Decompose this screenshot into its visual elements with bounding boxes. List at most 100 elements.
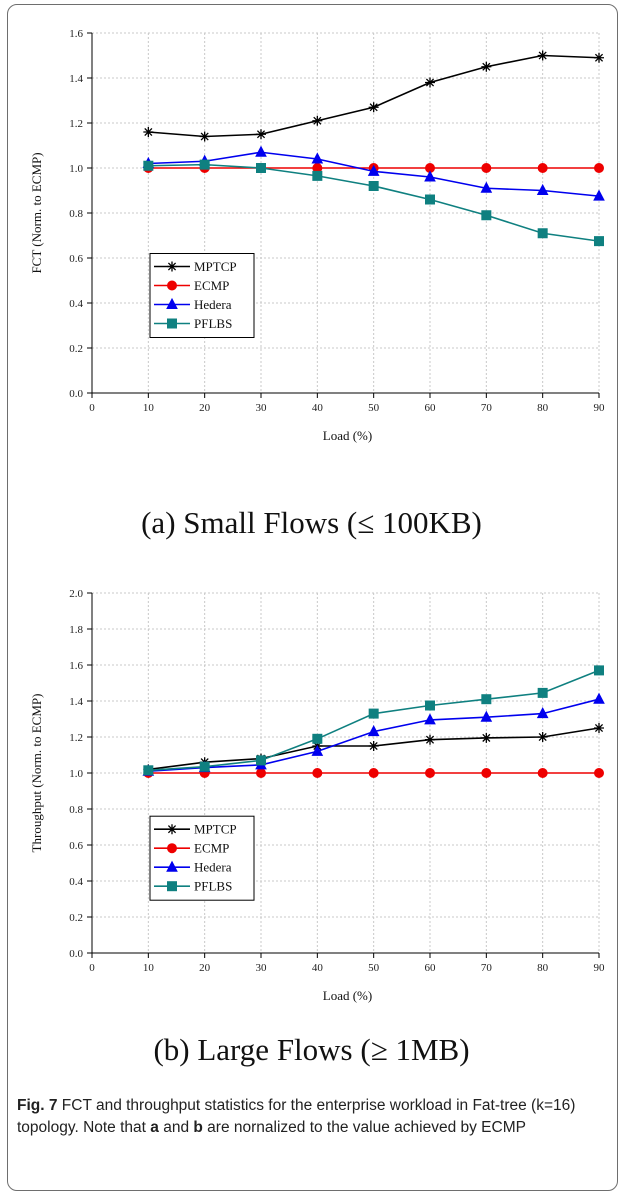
chart-b-x-axis-label: Load (%) xyxy=(323,988,372,1003)
chart-b-point-ecmp xyxy=(312,768,323,778)
chart-b-point-pflbs xyxy=(481,694,492,705)
chart-a-series-mptcp xyxy=(143,50,604,142)
chart-a-legend-marker-pflbs xyxy=(167,318,177,329)
chart-b-point-pflbs xyxy=(368,708,379,719)
chart-b-y-tick-label: 1.4 xyxy=(69,696,83,708)
chart-b-point-pflbs xyxy=(199,761,210,772)
chart-a-x-tick-label: 40 xyxy=(312,402,324,414)
chart-a-x-tick-label: 90 xyxy=(594,402,606,414)
chart-b-y-axis-label: Throughput (Norm. to ECMP) xyxy=(29,694,44,853)
chart-a-point-pflbs xyxy=(312,170,323,181)
chart-a-point-ecmp xyxy=(481,163,492,173)
chart-a-y-tick-label: 0.6 xyxy=(69,253,83,265)
chart-b-y-tick-label: 1.6 xyxy=(69,660,83,672)
chart-b-x-tick-label: 30 xyxy=(256,962,268,974)
chart-b-y-tick-label: 2.0 xyxy=(69,588,83,600)
subcaption-a: (a) Small Flows (≤ 100KB) xyxy=(141,505,482,540)
chart-a-y-axis-label: FCT (Norm. to ECMP) xyxy=(29,152,44,273)
chart-b-x-tick-label: 70 xyxy=(481,962,493,974)
chart-a-line-mptcp xyxy=(148,54,600,138)
chart-b-x-tick-label: 40 xyxy=(312,962,324,974)
chart-a-point-ecmp xyxy=(594,163,604,173)
chart-a-legend-label-pflbs: PFLBS xyxy=(194,316,232,331)
chart-b-y-tick-label: 0.6 xyxy=(69,840,83,852)
chart-b-point-pflbs xyxy=(537,687,548,698)
chart-b-legend-label-mptcp: MPTCP xyxy=(194,822,237,837)
chart-a-point-mptcp xyxy=(199,131,210,142)
chart-b-legend-label-pflbs: PFLBS xyxy=(194,879,232,894)
chart-b-x-tick-label: 90 xyxy=(594,962,606,974)
chart-a-y-tick-label: 0.2 xyxy=(69,343,83,355)
chart-a-legend-marker-ecmp xyxy=(167,280,177,291)
chart-a-y-tick-label: 1.0 xyxy=(69,163,83,175)
chart-b-point-hedera xyxy=(311,744,324,756)
chart-a-point-pflbs xyxy=(256,163,266,173)
chart-a-x-tick-label: 10 xyxy=(143,402,155,414)
chart-a-point-pflbs xyxy=(425,194,435,205)
chart-a-x-tick-label: 60 xyxy=(425,402,437,414)
chart-b-point-ecmp xyxy=(594,768,604,778)
chart-a-point-mptcp xyxy=(256,129,266,140)
chart-b-point-ecmp xyxy=(368,768,379,778)
chart-b-y-tick-label: 1.2 xyxy=(69,732,83,744)
chart-a-point-mptcp xyxy=(594,52,604,63)
caption-text-2: and xyxy=(158,1119,194,1136)
chart-a-point-hedera xyxy=(424,170,436,182)
chart-b-point-mptcp xyxy=(481,732,492,743)
chart-a-point-mptcp xyxy=(537,50,548,61)
chart-a-grid xyxy=(92,32,600,393)
chart-b-point-mptcp xyxy=(368,741,379,751)
chart-a-point-pflbs xyxy=(481,210,492,221)
chart-a-point-mptcp xyxy=(143,127,154,137)
chart-b-point-hedera xyxy=(480,710,493,722)
chart-a-point-pflbs xyxy=(199,159,210,170)
chart-a-point-pflbs xyxy=(594,236,604,247)
chart-b-legend-marker-mptcp xyxy=(167,824,177,835)
chart-b-point-ecmp xyxy=(256,768,266,778)
chart-a-point-pflbs xyxy=(368,181,379,191)
chart-a-legend-label-ecmp: ECMP xyxy=(194,278,229,293)
chart-b-legend-marker-pflbs xyxy=(167,881,177,892)
chart-b-point-hedera xyxy=(367,725,380,737)
chart-b-series-pflbs xyxy=(143,665,604,776)
chart-a-point-mptcp xyxy=(368,102,379,113)
chart-b-point-hedera xyxy=(424,713,436,725)
chart-a-y-tick-label: 0.0 xyxy=(69,388,83,400)
chart-a-x-tick-label: 70 xyxy=(481,402,493,414)
chart-a-point-hedera xyxy=(255,145,267,157)
chart-a-legend: MPTCP ECMP Hedera PFLBS xyxy=(149,253,255,338)
chart-b-y-tick-label: 1.0 xyxy=(69,768,83,780)
chart-a-point-ecmp xyxy=(537,163,548,173)
subcaption-b: (b) Large Flows (≥ 1MB) xyxy=(153,1032,470,1067)
chart-a-y-tick-label: 1.4 xyxy=(69,73,83,85)
chart-b-point-ecmp xyxy=(425,768,435,778)
caption-text-3: are nornalized to the value achieved by … xyxy=(202,1119,526,1136)
caption-text-1: FCT and throughput statistics for the en… xyxy=(17,1097,576,1136)
chart-b-x-tick-label: 10 xyxy=(143,962,155,974)
chart-b-series-ecmp xyxy=(143,768,604,778)
chart-b-y-tick-label: 1.8 xyxy=(69,624,83,636)
caption-ref-a: a xyxy=(150,1119,159,1136)
chart-a-y-tick-label: 0.4 xyxy=(69,298,83,310)
chart-b-x-tick-label: 20 xyxy=(199,962,211,974)
chart-a-y-tick-label: 0.8 xyxy=(69,208,83,220)
chart-a-x-axis-label: Load (%) xyxy=(323,428,372,443)
chart-b-legend-marker-ecmp xyxy=(167,843,177,854)
chart-b-legend-marker-hedera xyxy=(166,860,178,872)
chart-a-point-mptcp xyxy=(312,115,323,126)
chart-b-point-mptcp xyxy=(594,723,604,733)
chart-b-legend: MPTCP ECMP Hedera PFLBS xyxy=(149,815,255,901)
chart-a-legend-marker-hedera xyxy=(166,297,178,309)
chart-a-legend-label-mptcp: MPTCP xyxy=(194,259,237,274)
chart-b-legend-label-hedera: Hedera xyxy=(194,860,232,875)
chart-b-x-tick-label: 80 xyxy=(537,962,549,974)
chart-b-y-tick-label: 0.4 xyxy=(69,876,83,888)
chart-a-point-hedera xyxy=(536,183,549,195)
chart-a-fct: 0 10 20 30 40 50 60 70 80 90 0.0 0.2 0.4 0.6 0.8 1.0 1.2… xyxy=(29,28,606,443)
chart-b-point-ecmp xyxy=(481,768,492,778)
figure-frame xyxy=(7,4,618,1191)
chart-b-point-mptcp xyxy=(537,732,548,742)
chart-b-point-pflbs xyxy=(594,665,604,676)
chart-b-y-tick-label: 0.0 xyxy=(69,948,83,960)
chart-a-x-tick-label: 0 xyxy=(89,402,95,414)
